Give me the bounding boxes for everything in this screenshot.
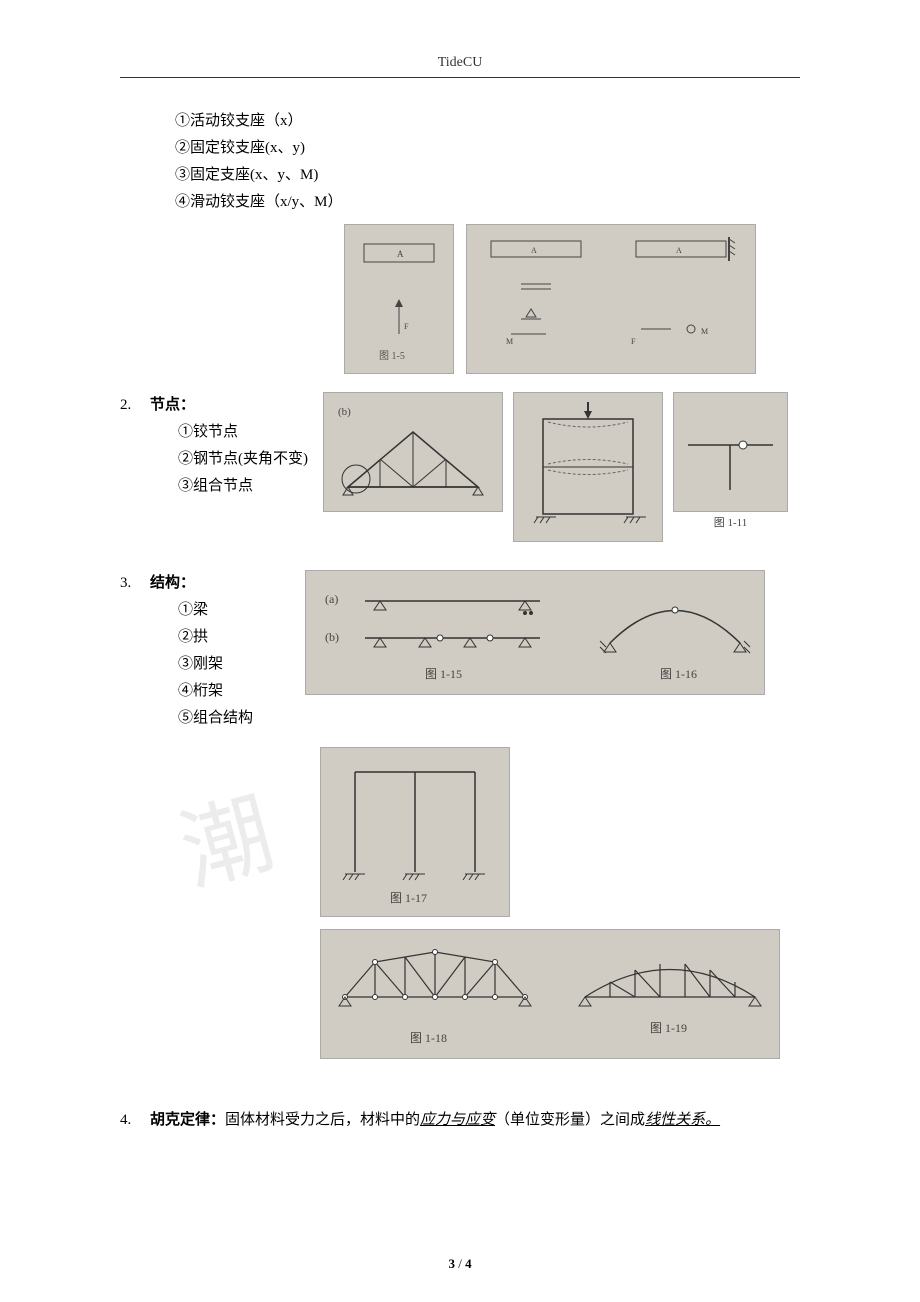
figure-combo-node: 图 1-11 (673, 392, 788, 542)
list-item: ②钢节点(夹角不变) (178, 446, 308, 473)
figure-frame-node (513, 392, 663, 542)
svg-text:A: A (531, 246, 537, 255)
list-item: ②固定铰支座(x、y) (175, 135, 800, 162)
frame-diagram-icon (518, 397, 658, 537)
node-diagram-icon (678, 405, 783, 500)
truss-structures-icon: 图 1-18 (325, 932, 775, 1057)
text: （单位变形量）之间成 (495, 1112, 645, 1128)
list-item: ⑤组合结构 (178, 705, 290, 732)
underline-text: 线性关系。 (645, 1112, 720, 1128)
figure-support-left: A F 图 1-5 (344, 224, 454, 374)
section4: 4. 胡克定律：固体材料受力之后，材料中的应力与应变（单位变形量）之间成线性关系… (120, 1107, 800, 1134)
figure-truss-node: (b) (323, 392, 503, 512)
header-title: TideCU (120, 55, 800, 77)
svg-text:图 1-16: 图 1-16 (660, 667, 697, 681)
svg-text:图 1-18: 图 1-18 (410, 1031, 447, 1045)
figure-support-right: A A M F M (466, 224, 756, 374)
svg-text:F: F (404, 322, 409, 331)
section2-list: ①铰节点 ②钢节点(夹角不变) ③组合节点 (150, 419, 308, 500)
list-item: ④滑动铰支座（x/y、M） (175, 189, 800, 216)
section3-list: ①梁 ②拱 ③刚架 ④桁架 ⑤组合结构 (150, 597, 290, 732)
section-number: 3. (120, 570, 150, 597)
svg-text:图 1-15: 图 1-15 (425, 667, 462, 681)
page-container: TideCU ①活动铰支座（x） ②固定铰支座(x、y) ③固定支座(x、y、M… (0, 0, 920, 1164)
section1-list: ①活动铰支座（x） ②固定铰支座(x、y) ③固定支座(x、y、M) ④滑动铰支… (120, 108, 800, 216)
svg-text:图 1-5: 图 1-5 (379, 350, 405, 362)
list-item: ④桁架 (178, 678, 290, 705)
underline-text: 应力与应变 (420, 1112, 495, 1128)
svg-text:F: F (631, 337, 636, 346)
section-label: 胡克定律： (150, 1112, 225, 1128)
figure-truss-structures: 图 1-18 (320, 929, 780, 1059)
header-divider (120, 77, 800, 78)
svg-text:(a): (a) (325, 592, 338, 606)
section3-figures-top: (a) (b) (305, 570, 800, 695)
beam-arch-diagram-icon: (a) (b) (310, 573, 760, 693)
list-item: ②拱 (178, 624, 290, 651)
svg-text:M: M (506, 337, 513, 346)
list-item: ③组合节点 (178, 473, 308, 500)
section3-figures-bottom: 图 1-18 (320, 929, 800, 1059)
section3: 3. 结构： ①梁 ②拱 ③刚架 ④桁架 ⑤组合结构 (120, 570, 800, 1067)
section-number: 2. (120, 392, 150, 419)
svg-text:A: A (397, 249, 404, 259)
support-diagram-icon: A A M F M (471, 229, 751, 369)
svg-text:A: A (676, 246, 682, 255)
list-item: ③刚架 (178, 651, 290, 678)
section1-figures: A F 图 1-5 A A (300, 224, 800, 374)
list-item: ①铰节点 (178, 419, 308, 446)
rigid-frame-icon: 图 1-17 (325, 752, 505, 912)
figure-beam-arch: (a) (b) (305, 570, 765, 695)
svg-text:图 1-19: 图 1-19 (650, 1021, 687, 1035)
truss-diagram-icon: (b) (328, 397, 498, 507)
section2: 2. 节点： ①铰节点 ②钢节点(夹角不变) ③组合节点 (120, 392, 800, 542)
page-footer: 3 / 4 (0, 1256, 920, 1272)
svg-text:(b): (b) (325, 630, 339, 644)
section3-figure-mid: 图 1-17 (320, 747, 800, 917)
section-label: 结构： (150, 570, 290, 597)
page-total: 4 (465, 1256, 472, 1271)
page-sep: / (455, 1256, 465, 1271)
svg-text:图 1-17: 图 1-17 (390, 891, 427, 905)
svg-text:(b): (b) (338, 406, 351, 418)
section2-figures: (b) (323, 392, 800, 542)
support-diagram-icon: A F 图 1-5 (349, 234, 449, 364)
figure-rigid-frame: 图 1-17 (320, 747, 510, 917)
content-body: ①活动铰支座（x） ②固定铰支座(x、y) ③固定支座(x、y、M) ④滑动铰支… (120, 108, 800, 1134)
list-item: ①活动铰支座（x） (175, 108, 800, 135)
svg-text:M: M (701, 327, 708, 336)
text: 固体材料受力之后，材料中的 (225, 1112, 420, 1128)
section-label: 节点： (150, 392, 308, 419)
figure-caption: 图 1-11 (673, 514, 788, 534)
section-number: 4. (120, 1107, 150, 1134)
list-item: ③固定支座(x、y、M) (175, 162, 800, 189)
list-item: ①梁 (178, 597, 290, 624)
